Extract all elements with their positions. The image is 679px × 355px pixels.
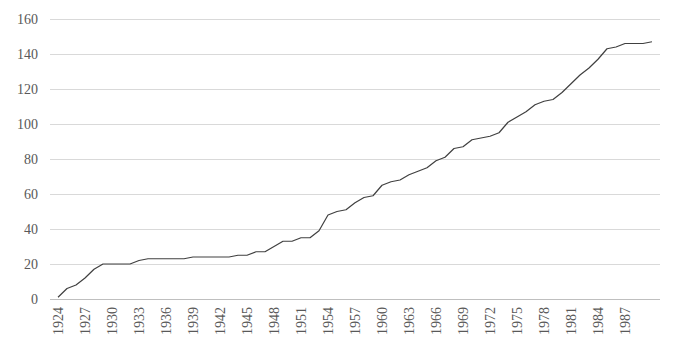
grid-line xyxy=(50,19,660,20)
x-tick-label: 1933 xyxy=(132,307,147,335)
y-tick-label: 0 xyxy=(31,292,38,307)
grid-line xyxy=(50,159,660,160)
x-tick-label: 1927 xyxy=(78,307,93,335)
x-tick-label: 1954 xyxy=(321,307,336,335)
x-tick-label: 1978 xyxy=(537,307,552,335)
chart-container: 0 20 40 60 80 100 120 140 160 1924 1927 1930 1933 193… xyxy=(0,0,679,355)
x-tick-label: 1984 xyxy=(591,307,606,335)
x-tick-label: 1942 xyxy=(213,307,228,335)
x-tick-label: 1945 xyxy=(240,307,255,335)
y-tick-label: 80 xyxy=(24,152,38,167)
grid-line xyxy=(50,194,660,195)
x-tick-label: 1924 xyxy=(51,307,66,335)
y-tick-label: 100 xyxy=(17,117,38,132)
x-tick-label: 1969 xyxy=(456,307,471,335)
x-tick-label: 1987 xyxy=(618,307,633,335)
x-tick-label: 1981 xyxy=(564,307,579,335)
y-tick-label: 20 xyxy=(24,257,38,272)
x-tick-label: 1930 xyxy=(105,307,120,335)
grid-line xyxy=(50,229,660,230)
x-tick-label: 1939 xyxy=(186,307,201,335)
grid-line xyxy=(50,89,660,90)
grid-line xyxy=(50,124,660,125)
data-line xyxy=(58,42,652,298)
x-tick-label: 1957 xyxy=(348,307,363,335)
x-tick-label: 1951 xyxy=(294,307,309,335)
grid-line xyxy=(50,54,660,55)
grid-line xyxy=(50,299,660,300)
x-tick-label: 1963 xyxy=(402,307,417,335)
y-axis: 0 20 40 60 80 100 120 140 160 xyxy=(17,12,38,307)
y-tick-label: 120 xyxy=(17,82,38,97)
x-tick-label: 1948 xyxy=(267,307,282,335)
y-tick-label: 160 xyxy=(17,12,38,27)
y-tick-label: 140 xyxy=(17,47,38,62)
x-axis: 1924 1927 1930 1933 1936 1939 1942 1945 1948 1951… xyxy=(51,307,633,335)
x-tick-label: 1936 xyxy=(159,307,174,335)
x-tick-label: 1975 xyxy=(510,307,525,335)
grid-line xyxy=(50,264,660,265)
grid xyxy=(50,20,660,300)
y-tick-label: 60 xyxy=(24,187,38,202)
y-tick-label: 40 xyxy=(24,222,38,237)
x-tick-label: 1966 xyxy=(429,307,444,335)
x-tick-label: 1960 xyxy=(375,307,390,335)
chart-svg: 0 20 40 60 80 100 120 140 160 1924 1927 1930 1933 193… xyxy=(0,0,679,355)
plot-area xyxy=(58,42,652,298)
x-tick-label: 1972 xyxy=(483,307,498,335)
